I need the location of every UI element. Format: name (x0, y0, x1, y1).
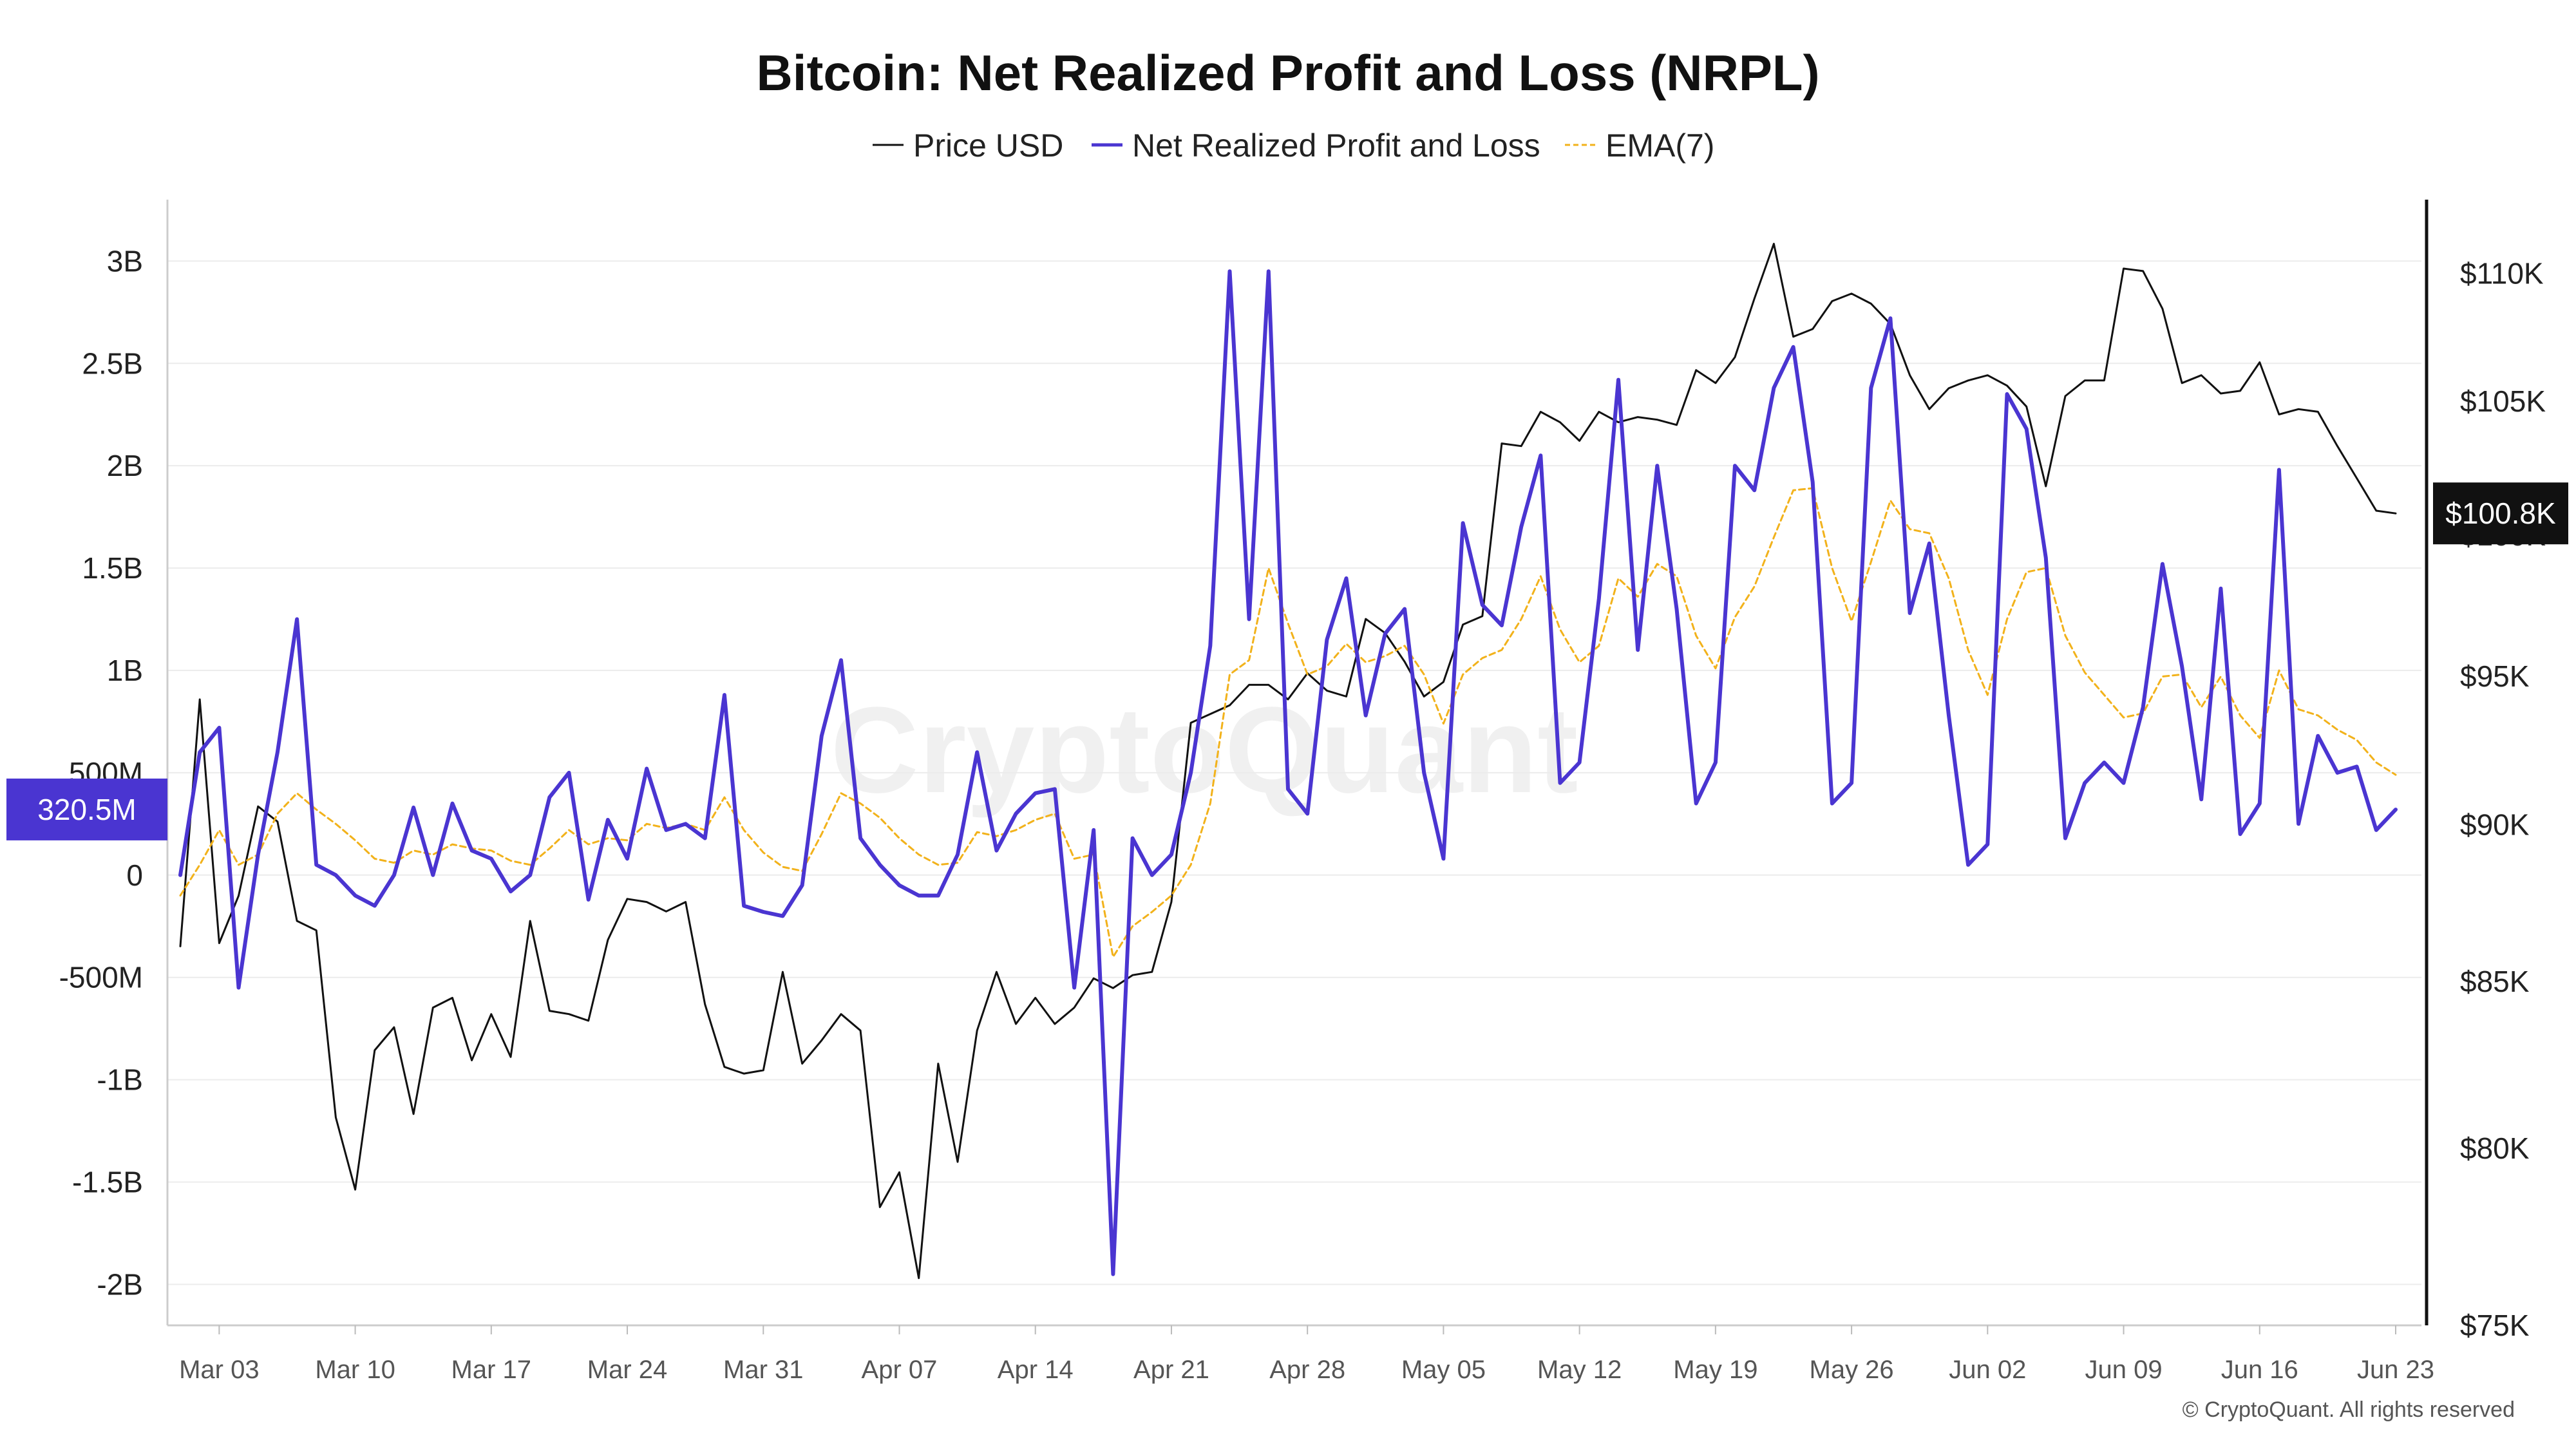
x-tick-label: Mar 24 (587, 1356, 668, 1384)
x-tick-label: May 12 (1537, 1356, 1622, 1384)
legend: Price USD Net Realized Profit and Loss E… (873, 128, 1714, 164)
x-tick-label: Mar 31 (723, 1356, 804, 1384)
x-tick-label: Jun 23 (2357, 1356, 2434, 1384)
legend-item-nrpl[interactable]: Net Realized Profit and Loss (1092, 128, 1540, 164)
left-tick-label: 2.5B (82, 346, 143, 380)
left-tick-label: 0 (126, 858, 143, 892)
series-ema (179, 487, 2397, 958)
right-axis-ticks: $110K$105K$100K$95K$90K$85K$80K$75K (2460, 257, 2546, 1342)
x-tick-label: Mar 17 (451, 1356, 532, 1384)
x-tick-label: Apr 07 (862, 1356, 938, 1384)
x-tick-label: May 05 (1401, 1356, 1486, 1384)
copyright-footer: © CryptoQuant. All rights reserved (2183, 1397, 2515, 1422)
nrpl-last-value-badge (6, 778, 167, 840)
x-tick-label: Apr 28 (1269, 1356, 1345, 1384)
x-tick-label: Mar 03 (179, 1356, 260, 1384)
x-tick-label: Apr 14 (998, 1356, 1074, 1384)
x-tick-label: Jun 02 (1949, 1356, 2026, 1384)
left-tick-label: -1.5B (72, 1166, 143, 1199)
left-tick-label: -1B (97, 1063, 143, 1097)
right-tick-label: $90K (2460, 808, 2530, 841)
left-tick-label: 1B (107, 654, 143, 687)
legend-item-price[interactable]: Price USD (873, 128, 1063, 164)
value-badges: 320.5M $100.8K (6, 482, 2568, 840)
x-tick-label: Jun 09 (2085, 1356, 2162, 1384)
right-tick-label: $105K (2460, 384, 2546, 418)
watermark: CryptoQuant (830, 682, 1578, 819)
legend-item-ema[interactable]: EMA(7) (1565, 128, 1714, 164)
x-tick-label: Apr 21 (1133, 1356, 1209, 1384)
legend-label-nrpl: Net Realized Profit and Loss (1132, 128, 1540, 164)
chart-title: Bitcoin: Net Realized Profit and Loss (N… (756, 44, 1819, 101)
left-tick-label: 1.5B (82, 551, 143, 585)
left-tick-label: 2B (107, 449, 143, 482)
right-tick-label: $85K (2460, 965, 2530, 998)
right-tick-label: $75K (2460, 1309, 2530, 1342)
nrpl-last-value-label: 320.5M (37, 793, 136, 826)
series-nrpl (178, 269, 2398, 1276)
left-tick-label: -500M (59, 961, 143, 994)
price-last-value-label: $100.8K (2445, 497, 2556, 530)
right-tick-label: $80K (2460, 1132, 2530, 1165)
x-axis-ticks: Mar 03 Mar 10 Mar 17 Mar 24 Mar 31 Apr 07 Apr … (179, 1325, 2434, 1384)
x-tick-label: May 26 (1810, 1356, 1894, 1384)
legend-label-price: Price USD (913, 128, 1063, 164)
series (178, 243, 2398, 1280)
x-tick-label: May 19 (1673, 1356, 1757, 1384)
gridlines (167, 260, 2421, 1285)
left-tick-label: -2B (97, 1267, 143, 1301)
right-tick-label: $110K (2460, 257, 2544, 290)
legend-label-ema: EMA(7) (1605, 128, 1714, 164)
left-tick-label: 3B (107, 244, 143, 278)
x-tick-label: Jun 16 (2221, 1356, 2298, 1384)
right-tick-label: $95K (2460, 659, 2530, 693)
x-tick-label: Mar 10 (315, 1356, 395, 1384)
price-last-value-badge (2433, 482, 2568, 545)
